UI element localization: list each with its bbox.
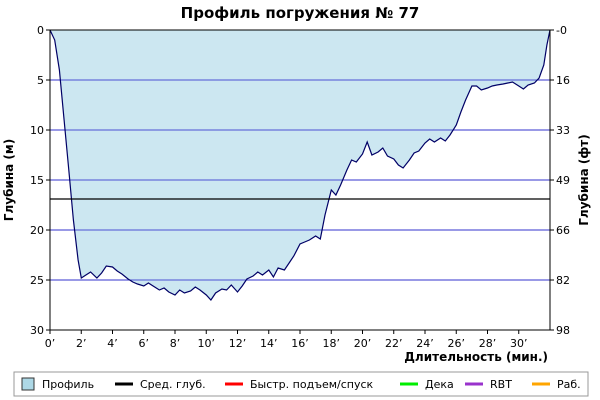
y-left-tick-label: 25 bbox=[30, 274, 44, 287]
x-axis-label: Длительность (мин.) bbox=[404, 350, 548, 364]
chart-title: Профиль погружения № 77 bbox=[181, 4, 420, 22]
x-tick-label: 6’ bbox=[139, 337, 150, 350]
legend-label: Профиль bbox=[42, 378, 94, 391]
y-left-tick-label: 10 bbox=[30, 124, 44, 137]
x-tick-label: 22’ bbox=[385, 337, 403, 350]
y-left-tick-label: 5 bbox=[37, 74, 44, 87]
legend: Профиль Сред. глуб. Быстр. подъем/спуск Дек… bbox=[13, 371, 589, 397]
profile-area bbox=[50, 30, 550, 300]
x-tick-label: 24’ bbox=[416, 337, 434, 350]
x-tick-label: 14’ bbox=[260, 337, 278, 350]
y-left-tick-labels: 0 5 10 15 20 25 30 bbox=[30, 24, 50, 337]
y-right-tick-label: 82 bbox=[556, 274, 570, 287]
x-tick-label: 30’ bbox=[510, 337, 528, 350]
legend-label: RBT bbox=[490, 378, 512, 391]
legend-box bbox=[13, 371, 589, 397]
x-tick-label: 12’ bbox=[229, 337, 247, 350]
x-tick-label: 28’ bbox=[479, 337, 497, 350]
y-right-tick-label: 16 bbox=[556, 74, 570, 87]
y-right-tick-label: 33 bbox=[556, 124, 570, 137]
legend-swatch-profile bbox=[21, 377, 35, 391]
y-right-tick-label: 66 bbox=[556, 224, 570, 237]
x-tick-label: 8’ bbox=[170, 337, 181, 350]
plot-area: 0’ 2’ 4’ 6’ 8’ 10’ 12’ 14’ 16’ 18’ 20’ 22’ 24’ 26’ 28’… bbox=[30, 24, 570, 350]
x-tick-labels: 0’ 2’ 4’ 6’ 8’ 10’ 12’ 14’ 16’ 18’ 20’ 22’ 24’ 26’ 28’… bbox=[45, 330, 528, 350]
profile-line bbox=[49, 29, 551, 301]
y-right-tick-labels: -0 16 33 49 66 82 98 bbox=[550, 24, 570, 337]
y-axis-label-left: Глубина (м) bbox=[2, 139, 16, 221]
legend-label: Быстр. подъем/спуск bbox=[250, 378, 374, 391]
y-left-tick-label: 0 bbox=[37, 24, 44, 37]
x-tick-label: 18’ bbox=[323, 337, 341, 350]
x-tick-label: 4’ bbox=[107, 337, 118, 350]
x-tick-label: 16’ bbox=[291, 337, 309, 350]
y-right-tick-label: -0 bbox=[556, 24, 567, 37]
x-tick-label: 10’ bbox=[198, 337, 216, 350]
x-tick-label: 2’ bbox=[76, 337, 87, 350]
y-right-tick-label: 98 bbox=[556, 324, 570, 337]
y-left-tick-label: 15 bbox=[30, 174, 44, 187]
x-tick-label: 26’ bbox=[448, 337, 466, 350]
legend-label: Сред. глуб. bbox=[140, 378, 206, 391]
x-tick-label: 20’ bbox=[354, 337, 372, 350]
legend-label: Раб. bbox=[557, 378, 581, 391]
y-axis-label-right: Глубина (фт) bbox=[577, 134, 591, 225]
y-right-tick-label: 49 bbox=[556, 174, 570, 187]
legend-label: Дека bbox=[425, 378, 454, 391]
y-left-tick-label: 20 bbox=[30, 224, 44, 237]
x-tick-label: 0’ bbox=[45, 337, 56, 350]
y-left-tick-label: 30 bbox=[30, 324, 44, 337]
